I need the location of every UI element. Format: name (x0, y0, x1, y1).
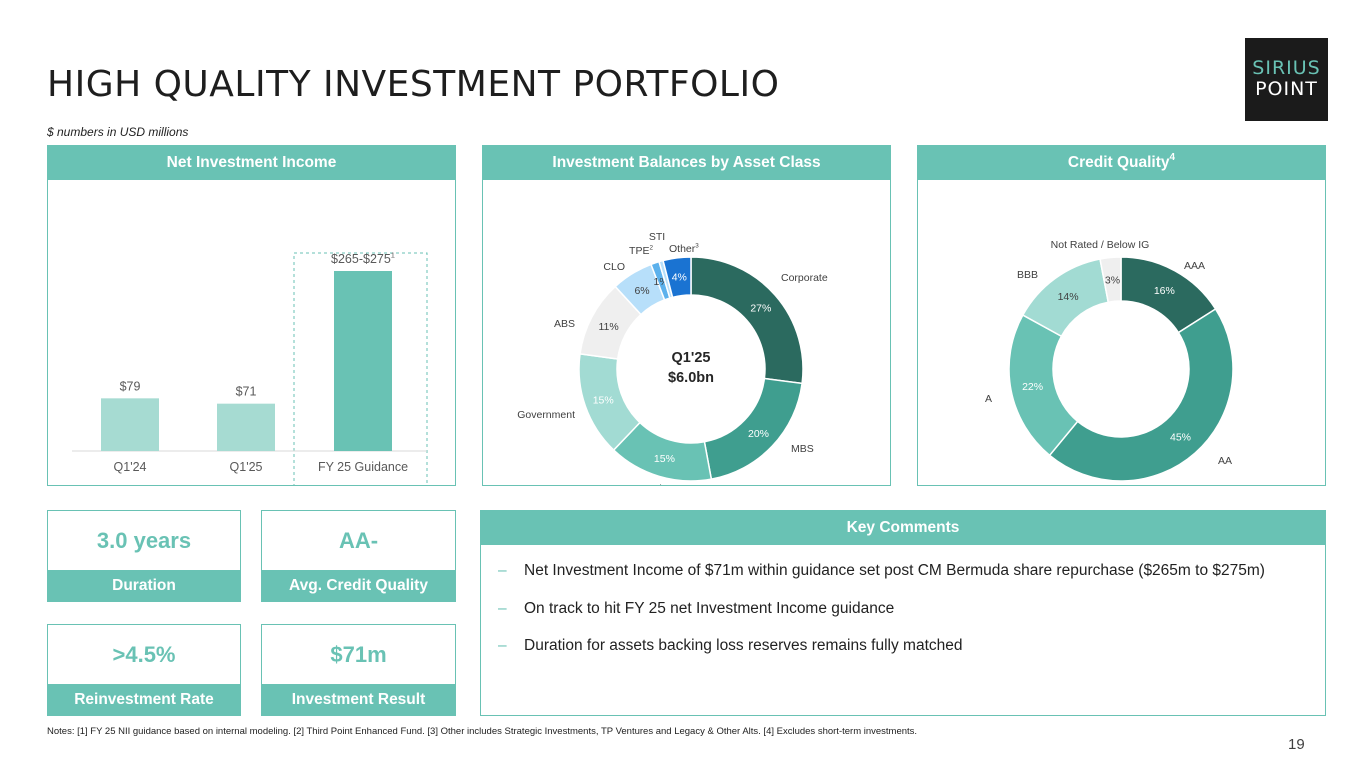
slice-category-label: Not Rated / Below IG (1051, 239, 1150, 251)
units-subtitle: $ numbers in USD millions (47, 125, 189, 139)
slice-pct-label: 14% (1058, 291, 1079, 303)
comments-panel-header: Key Comments (481, 511, 1325, 545)
slice-pct-label: 3% (1105, 274, 1120, 286)
key-comments-list: – Net Investment Income of $71m within g… (498, 562, 1308, 675)
page-title: HIGH QUALITY INVESTMENT PORTFOLIO (47, 64, 780, 105)
slice-pct-label: 15% (654, 453, 675, 465)
asset-class-donut-chart: 27% Corporate 20% MBS 15% Cash 15% Government 11… (517, 231, 828, 495)
comment-bullet: – (498, 562, 507, 579)
kpi-credit-quality: AA- Avg. Credit Quality (261, 510, 456, 602)
kpi-reinvestment-rate-label: Reinvestment Rate (48, 684, 240, 715)
kpi-investment-result-value: $71m (330, 642, 387, 667)
comment-text: Net Investment Income of $71m within gui… (524, 562, 1265, 579)
guidance-highlight-box (293, 252, 428, 490)
donut-center-value: $6.0bn (668, 370, 714, 386)
bar (101, 398, 159, 451)
slice-pct-label: 20% (748, 428, 769, 440)
nii-panel-header: Net Investment Income (48, 146, 455, 180)
slice-pct-label: 27% (750, 303, 771, 315)
kpi-reinvestment-rate: >4.5% Reinvestment Rate (47, 624, 241, 716)
nii-bar-chart: $79 Q1'24 $71 Q1'25 $265-$2751 FY 25 Guidance (72, 250, 428, 490)
comment-bullet: – (498, 637, 507, 654)
bar-value-label: $71 (236, 385, 257, 399)
slice-pct-label: 11% (598, 321, 618, 333)
donut-slice (1048, 307, 1234, 482)
balances-panel: Investment Balances by Asset Class 27% Co… (482, 145, 891, 495)
donut-slice (662, 256, 692, 299)
comment-text: On track to hit FY 25 net Investment Inc… (524, 599, 895, 617)
logo-line2: POINT (1255, 78, 1318, 100)
slice-pct-label: 15% (593, 395, 614, 407)
comment-item: – On track to hit FY 25 net Investment I… (498, 600, 1308, 638)
slice-category-label: BBB (1017, 269, 1038, 281)
slice-category-label: TPE2 (629, 244, 653, 257)
slice-pct-label: 22% (1022, 381, 1043, 393)
bar-value-label: $79 (120, 379, 141, 393)
balances-panel-header: Investment Balances by Asset Class (483, 146, 890, 180)
kpi-credit-quality-value: AA- (338, 528, 379, 553)
kpi-credit-quality-label: Avg. Credit Quality (262, 570, 455, 601)
donut-slice (1008, 314, 1079, 457)
comment-item: – Duration for assets backing loss reser… (498, 637, 1308, 675)
comments-panel: Key Comments (480, 510, 1326, 716)
footnotes: Notes: [1] FY 25 NII guidance based on i… (47, 726, 918, 737)
slice-category-label: Other3 (669, 242, 699, 255)
slice-pct-label: 4% (672, 272, 687, 284)
bar (217, 403, 275, 451)
page-number: 19 (1288, 736, 1305, 753)
balances-panel-title: Investment Balances by Asset Class (552, 154, 821, 171)
bar-value-label-sup: 1 (391, 250, 395, 259)
nii-panel: Net Investment Income $79 Q1'24 $71 Q1'25 $2… (47, 145, 456, 490)
comment-item: – Net Investment Income of $71m within g… (498, 562, 1308, 600)
x-tick-label: Q1'24 (114, 460, 147, 474)
credit-panel-title-sup: 4 (1169, 151, 1176, 163)
slice-category-label: Cash (641, 483, 666, 485)
kpi-duration-value: 3.0 years (96, 528, 192, 553)
slice-category-label: ABS (554, 318, 575, 330)
slice-category-label: AA (1218, 455, 1232, 467)
comments-panel-title: Key Comments (846, 519, 960, 536)
credit-panel-title: Credit Quality (1067, 154, 1170, 171)
donut-center-label: Q1'25 (672, 350, 711, 366)
donut-slice (1099, 256, 1122, 304)
bar-value-label: $265-$2751 (331, 250, 395, 266)
credit-panel: Credit Quality 4 16% AAA 45% AA 22% A 14% BBB 3% N… (917, 145, 1326, 486)
sirius-point-logo: SIRIUS POINT (1245, 38, 1328, 121)
kpi-duration-label: Duration (48, 570, 240, 601)
slice-category-label-sup: 3 (695, 242, 699, 249)
slice-category-label: Corporate (781, 272, 828, 284)
credit-quality-donut-chart: 16% AAA 45% AA 22% A 14% BBB 3% Not Rated / Below… (985, 239, 1234, 482)
slice-category-label: STI (649, 231, 665, 243)
slice-category-label-sup: 2 (649, 244, 653, 251)
slice-category-label: CLO (603, 261, 625, 273)
kpi-duration: 3.0 years Duration (47, 510, 241, 602)
logo-line1: SIRIUS (1252, 57, 1321, 79)
kpi-investment-result-label: Investment Result (262, 684, 455, 715)
slice-category-label: A (985, 393, 992, 405)
bar (334, 271, 392, 451)
slice-category-label: Government (517, 409, 575, 421)
x-tick-label: FY 25 Guidance (318, 460, 408, 474)
slice-pct-label: 16% (1154, 285, 1175, 297)
credit-panel-header: Credit Quality 4 (918, 146, 1325, 180)
slice-category-label: AAA (1184, 260, 1205, 272)
slice-pct-label: 45% (1170, 432, 1191, 444)
nii-panel-title: Net Investment Income (166, 154, 337, 171)
slice-category-label: MBS (791, 443, 814, 455)
x-tick-label: Q1'25 (230, 460, 263, 474)
kpi-reinvestment-rate-value: >4.5% (112, 642, 176, 667)
comment-text: Duration for assets backing loss reserve… (524, 637, 963, 654)
kpi-investment-result: $71m Investment Result (261, 624, 456, 716)
slice-pct-label: 6% (634, 285, 649, 297)
comment-bullet: – (498, 599, 507, 617)
